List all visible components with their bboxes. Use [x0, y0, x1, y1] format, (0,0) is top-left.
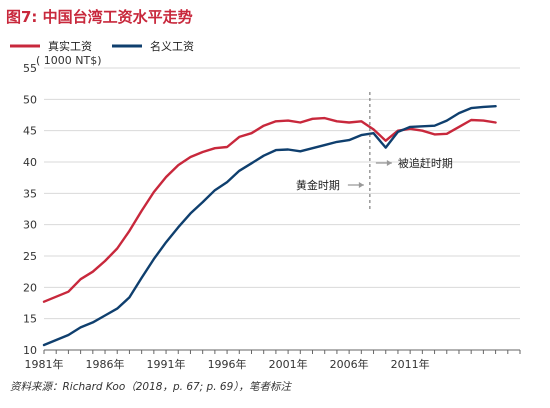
x-tick-label: 2006年 — [330, 357, 369, 371]
chart-title: 图7: 中国台湾工资水平走势 — [6, 8, 193, 26]
x-tick-label: 1981年 — [25, 357, 64, 371]
legend-label-real-wage: 真实工资 — [48, 39, 92, 53]
x-tick-label: 2001年 — [269, 357, 308, 371]
y-tick-label: 40 — [23, 156, 37, 169]
y-tick-label: 50 — [23, 93, 37, 106]
annotation-arrowhead-catchup — [386, 160, 392, 166]
annotation-catchup-period: 被追赶时期 — [398, 156, 453, 170]
y-tick-label: 30 — [23, 219, 37, 232]
x-tick-label: 1991年 — [147, 357, 186, 371]
x-tick-label: 1996年 — [208, 357, 247, 371]
x-tick-label: 2011年 — [391, 357, 430, 371]
y-tick-label: 35 — [23, 187, 37, 200]
annotation-layer: 黄金时期 被追赶时期 — [296, 92, 453, 212]
y-tick-label: 10 — [23, 344, 37, 357]
y-axis-unit-label: ( 1000 NT$) — [36, 54, 102, 67]
grid-layer — [44, 67, 520, 351]
annotation-golden-period: 黄金时期 — [296, 178, 340, 192]
nominal-wage-line — [42, 104, 497, 347]
annotation-arrowhead-golden — [358, 182, 364, 188]
legend-label-nominal-wage: 名义工资 — [150, 39, 194, 53]
x-tick-label: 1986年 — [86, 357, 125, 371]
y-tick-label: 20 — [23, 281, 37, 294]
series-layer — [42, 104, 497, 347]
y-tick-label: 25 — [23, 250, 37, 263]
legend: 真实工资 名义工资 — [10, 39, 194, 53]
source-note: 资料来源：Richard Koo（2018，p. 67; p. 69），笔者标注 — [10, 381, 293, 393]
y-tick-label: 55 — [23, 62, 37, 75]
y-tick-label: 15 — [23, 313, 37, 326]
y-tick-label: 45 — [23, 125, 37, 138]
axis-layer: 10 15 20 25 30 35 40 45 50 55 1981年 1986年 1991年 1996年… — [23, 62, 521, 371]
real-wage-line — [42, 116, 497, 303]
